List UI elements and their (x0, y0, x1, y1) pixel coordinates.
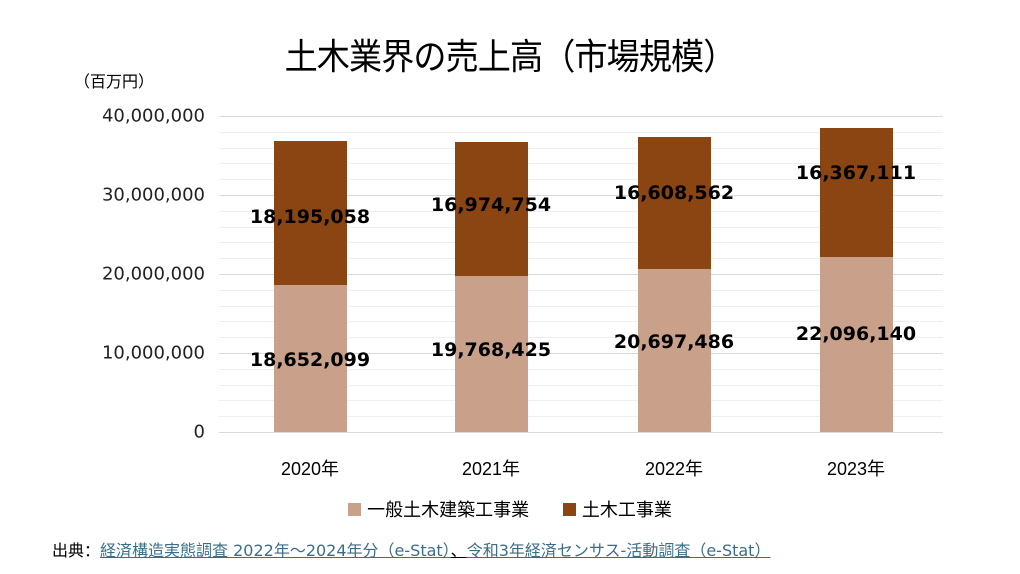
gridline (219, 368, 943, 370)
legend-item-civil: 土木工事業 (562, 496, 672, 522)
y-tick-label: 40,000,000 (101, 105, 205, 127)
data-label-civil: 16,608,562 (613, 181, 735, 204)
y-tick-label: 20,000,000 (101, 263, 205, 285)
bar-segment-general (273, 284, 347, 432)
gridline (219, 384, 943, 386)
gridline (219, 432, 943, 433)
legend-label-general: 一般土木建築工事業 (367, 500, 530, 521)
chart-title: 土木業界の売上高（市場規模） (0, 28, 1020, 80)
bar-2021年 (454, 116, 528, 432)
gridline (219, 179, 943, 181)
y-tick-label: 10,000,000 (101, 342, 205, 364)
x-tick-label: 2021年 (461, 459, 521, 479)
bar-segment-general (637, 268, 711, 432)
data-label-civil: 18,195,058 (249, 205, 371, 228)
bar-segment-civil (454, 141, 528, 276)
gridline (219, 416, 943, 418)
y-tick-label: 0 (193, 421, 205, 443)
source-separator: 、 (450, 541, 467, 560)
gridline (219, 116, 943, 117)
gridline (219, 195, 943, 196)
data-label-general: 22,096,140 (795, 322, 917, 345)
y-tick-label: 30,000,000 (101, 184, 205, 206)
legend: 一般土木建築工事業 土木工事業 (0, 496, 1020, 522)
gridline (219, 163, 943, 165)
x-tick-label: 2023年 (826, 459, 886, 479)
bar-segment-civil (637, 137, 711, 269)
chart-title-text: 土木業界の売上高（市場規模） (284, 36, 737, 77)
x-tick-label: 2020年 (280, 459, 340, 479)
data-label-general: 19,768,425 (430, 338, 552, 361)
gridline (219, 274, 943, 275)
bar-2023年 (819, 116, 893, 432)
gridline (219, 131, 943, 133)
source-link-economic-census[interactable]: 令和3年経済センサス-活動調査（e-Stat） (466, 541, 771, 560)
gridline (219, 258, 943, 260)
legend-label-civil: 土木工事業 (581, 500, 672, 521)
gridline (219, 305, 943, 307)
bar-2022年 (637, 116, 711, 432)
gridline (219, 289, 943, 291)
legend-swatch-general (348, 502, 362, 516)
legend-swatch-civil (562, 502, 576, 516)
gridline (219, 242, 943, 244)
gridline (219, 210, 943, 212)
plot-area: 18,652,099 18,195,058 19,768,425 16,974,754… (219, 116, 943, 433)
source-citation: 出典：経済構造実態調査 2022年～2024年分（e-Stat）、令和3年経済セ… (52, 537, 770, 561)
x-tick-label: 2022年 (644, 459, 704, 479)
data-label-general: 20,697,486 (613, 331, 735, 354)
gridline (219, 400, 943, 402)
bar-segment-civil (819, 128, 893, 258)
data-label-general: 18,652,099 (249, 349, 371, 372)
legend-item-general: 一般土木建築工事業 (348, 496, 529, 522)
data-label-civil: 16,974,754 (430, 193, 552, 216)
source-link-economic-structure-survey[interactable]: 経済構造実態調査 2022年～2024年分（e-Stat） (100, 541, 451, 560)
bar-segment-general (454, 275, 528, 432)
data-label-civil: 16,367,111 (795, 161, 917, 184)
bar-2020年 (273, 116, 347, 432)
gridline (219, 321, 943, 323)
y-axis-unit-label: （百万円） (74, 74, 155, 91)
bar-segment-general (819, 257, 893, 432)
source-prefix: 出典： (52, 541, 101, 560)
gridline (219, 337, 943, 339)
gridline (219, 226, 943, 228)
gridline (219, 147, 943, 149)
bar-segment-civil (273, 140, 347, 285)
gridline (219, 353, 943, 354)
